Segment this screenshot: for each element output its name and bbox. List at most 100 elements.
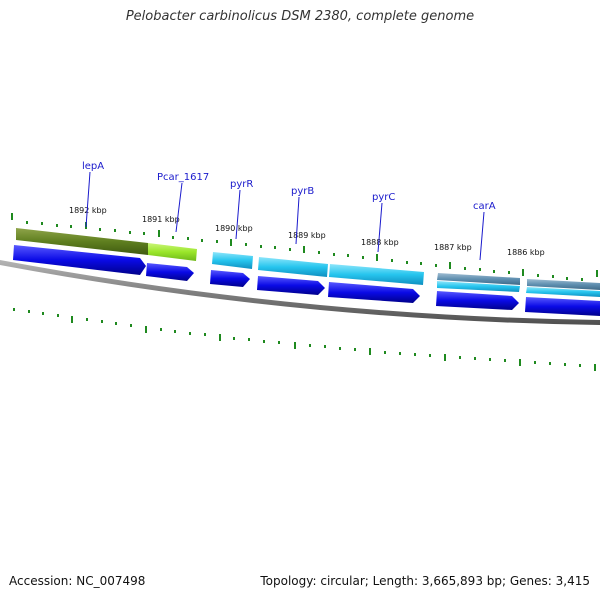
minor-tick [174, 330, 176, 333]
kbp-label: 1889 kbp [288, 231, 326, 240]
cds-arrow-pyrB[interactable] [257, 276, 325, 295]
minor-tick [13, 308, 15, 311]
gene-label-pcar-1617[interactable]: Pcar_1617 [157, 172, 209, 183]
minor-tick [549, 362, 551, 365]
minor-tick [70, 225, 72, 228]
major-tick [522, 269, 524, 276]
gene-label-pyrR[interactable]: pyrR [230, 179, 253, 190]
gene-label-carA[interactable]: carA [473, 201, 496, 212]
minor-tick [263, 340, 265, 343]
leader-line [235, 189, 241, 240]
cds-arrow-pyrR[interactable] [210, 270, 250, 287]
minor-tick [391, 259, 393, 262]
minor-tick [278, 341, 280, 344]
minor-tick [420, 262, 422, 265]
minor-tick [114, 229, 116, 232]
leader-line [85, 171, 91, 228]
minor-tick [429, 354, 431, 357]
major-tick [449, 262, 451, 269]
minor-tick [384, 351, 386, 354]
minor-tick [464, 267, 466, 270]
minor-tick [362, 256, 364, 259]
minor-tick [42, 312, 44, 315]
major-tick [145, 326, 147, 333]
inner-tick-row [13, 308, 596, 371]
major-tick [219, 334, 221, 341]
feature-lepA[interactable] [16, 228, 148, 255]
minor-tick [479, 268, 481, 271]
kbp-label: 1890 kbp [215, 224, 253, 233]
minor-tick [566, 277, 568, 280]
kbp-label: 1886 kbp [507, 248, 545, 257]
major-tick [303, 246, 305, 253]
minor-tick [115, 322, 117, 325]
minor-tick [581, 278, 583, 281]
gene-label-pyrC[interactable]: pyrC [372, 192, 395, 203]
leader-line [175, 182, 183, 233]
cds-arrow-carA[interactable] [436, 291, 519, 310]
feature-next-lower[interactable] [526, 287, 600, 297]
kbp-label: 1887 kbp [434, 243, 472, 252]
cds-arrow-next[interactable] [525, 297, 600, 316]
minor-tick [187, 237, 189, 240]
major-tick [596, 270, 598, 277]
minor-tick [318, 251, 320, 254]
minor-tick [216, 240, 218, 243]
minor-tick [41, 222, 43, 225]
cds-arrow-lepA[interactable] [13, 245, 146, 275]
minor-tick [28, 310, 30, 313]
feature-carA-lower[interactable] [437, 281, 520, 292]
leader-line [377, 202, 383, 253]
minor-tick [435, 264, 437, 267]
minor-tick [347, 254, 349, 257]
minor-tick [56, 224, 58, 227]
leader-line [295, 196, 300, 245]
gene-labels: lepA Pcar_1617 pyrR pyrB pyrC carA [82, 161, 496, 212]
minor-tick [86, 318, 88, 321]
minor-tick [99, 228, 101, 231]
feature-pcar-1617[interactable] [148, 243, 197, 261]
minor-tick [26, 221, 28, 224]
major-tick [444, 354, 446, 361]
minor-tick [233, 337, 235, 340]
minor-tick [130, 324, 132, 327]
minor-tick [399, 352, 401, 355]
cds-arrow-pcar-1617[interactable] [146, 263, 194, 281]
accession-text: Accession: NC_007498 [9, 574, 146, 588]
map-title: Pelobacter carbinolicus DSM 2380, comple… [125, 9, 475, 24]
feature-carA[interactable] [437, 273, 520, 285]
feature-pyrC[interactable] [329, 264, 424, 285]
minor-tick [493, 270, 495, 273]
outer-tick-row [11, 213, 598, 281]
major-tick [369, 348, 371, 355]
minor-tick [406, 261, 408, 264]
minor-tick [189, 332, 191, 335]
feature-pyrB[interactable] [258, 257, 328, 277]
feature-next[interactable] [527, 279, 600, 290]
minor-tick [474, 357, 476, 360]
cds-arrow-pyrC[interactable] [328, 282, 420, 303]
feature-pyrR[interactable] [212, 252, 253, 269]
minor-tick [309, 344, 311, 347]
minor-tick [339, 347, 341, 350]
gene-leaders [85, 171, 485, 261]
major-tick [594, 364, 596, 371]
minor-tick [504, 359, 506, 362]
minor-tick [552, 275, 554, 278]
minor-tick [160, 328, 162, 331]
minor-tick [248, 338, 250, 341]
cds-track [13, 245, 600, 316]
minor-tick [564, 363, 566, 366]
gene-label-pyrB[interactable]: pyrB [291, 186, 314, 197]
minor-tick [459, 356, 461, 359]
gene-label-lepA[interactable]: lepA [82, 161, 104, 172]
kbp-label: 1892 kbp [69, 206, 107, 215]
major-tick [294, 342, 296, 349]
major-tick [158, 230, 160, 237]
feature-track [16, 228, 600, 297]
kbp-label: 1891 kbp [142, 215, 180, 224]
minor-tick [508, 271, 510, 274]
minor-tick [143, 232, 145, 235]
major-tick [71, 316, 73, 323]
